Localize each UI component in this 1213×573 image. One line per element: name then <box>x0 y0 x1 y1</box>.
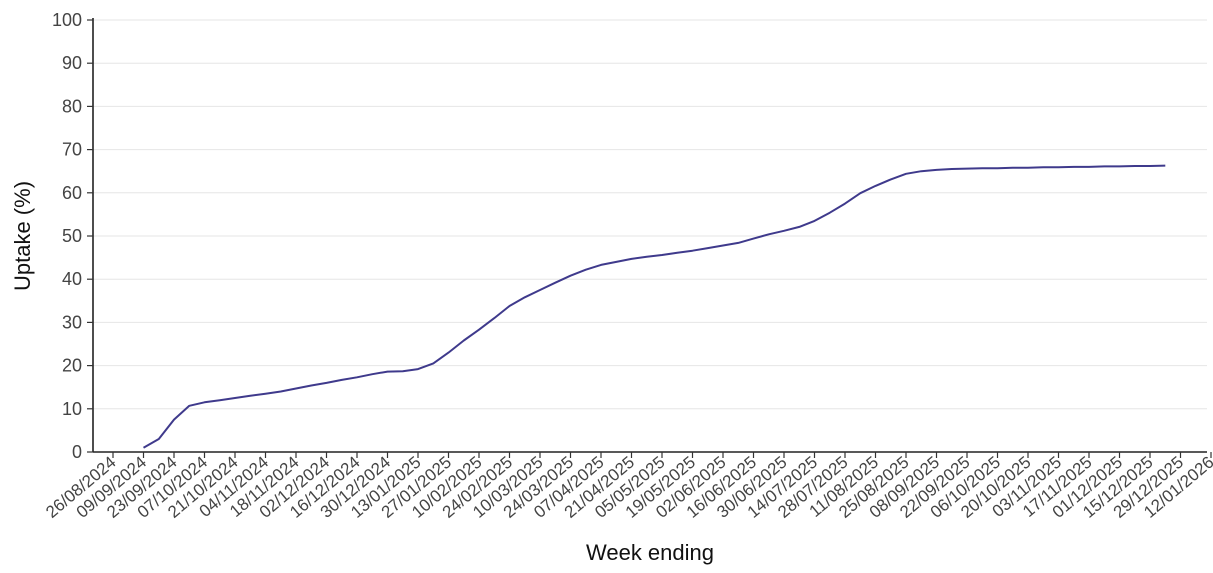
axes <box>92 18 1207 453</box>
y-tick-label: 0 <box>72 442 82 462</box>
y-tick-label: 30 <box>62 312 82 332</box>
y-axis-title: Uptake (%) <box>10 181 35 291</box>
y-tick-label: 100 <box>52 10 82 30</box>
y-tick-label: 70 <box>62 140 82 160</box>
uptake-series-line <box>143 164 1166 449</box>
y-tick-label: 50 <box>62 226 82 246</box>
series-layer <box>143 164 1166 449</box>
y-tick-label: 20 <box>62 356 82 376</box>
y-tick-label: 60 <box>62 183 82 203</box>
gridlines <box>93 19 1207 410</box>
y-tick-label: 80 <box>62 96 82 116</box>
x-axis-ticks: 26/08/202409/09/202423/09/202407/10/2024… <box>42 452 1213 522</box>
x-axis-title: Week ending <box>586 540 714 565</box>
y-axis-ticks: 0 10 20 30 40 50 60 70 80 90 100 <box>52 10 93 462</box>
y-tick-label: 40 <box>62 269 82 289</box>
y-tick-label: 90 <box>62 53 82 73</box>
y-tick-label: 10 <box>62 399 82 419</box>
